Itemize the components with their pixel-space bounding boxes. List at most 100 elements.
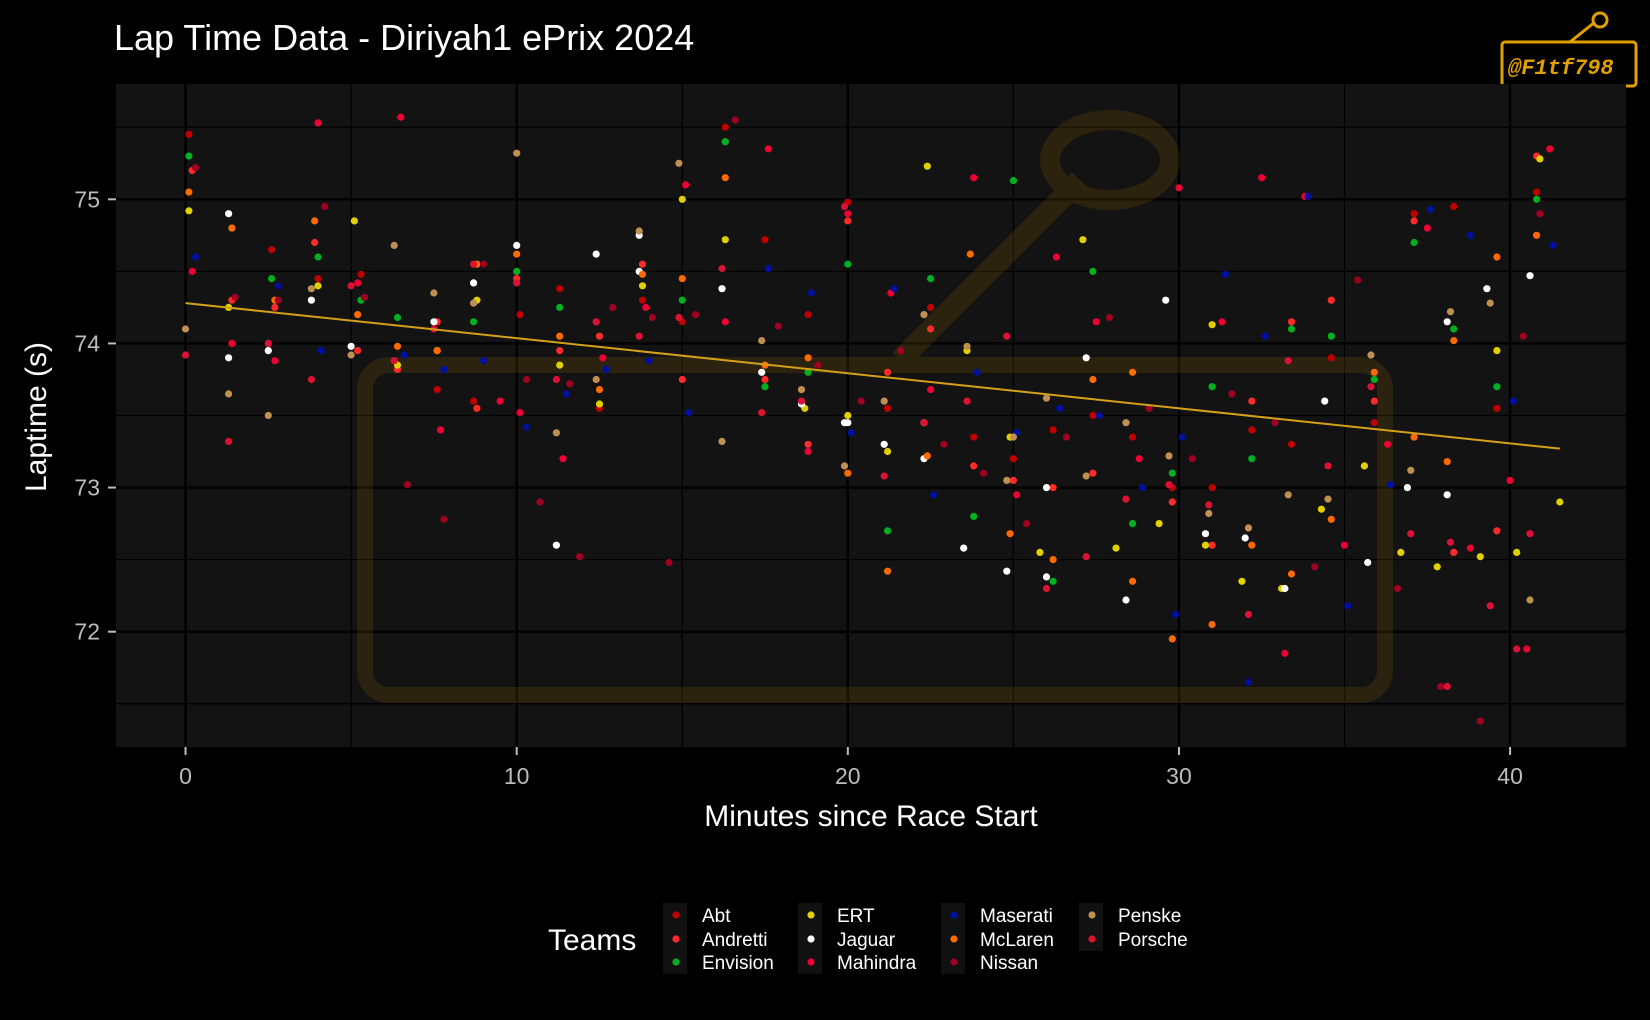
legend-item-maserati: Maserati <box>941 903 1053 927</box>
data-point <box>602 365 610 373</box>
data-point <box>1446 308 1455 316</box>
data-point <box>638 260 647 268</box>
data-point <box>516 311 524 319</box>
data-point <box>1284 491 1292 499</box>
data-point <box>1443 318 1451 326</box>
data-point <box>923 452 931 460</box>
data-point <box>1410 210 1418 218</box>
data-point <box>403 481 411 489</box>
data-point <box>1036 548 1044 557</box>
data-point <box>884 567 892 575</box>
data-point <box>390 241 398 249</box>
data-point <box>1138 484 1147 492</box>
data-point <box>1446 538 1455 546</box>
data-point <box>274 296 282 304</box>
data-point <box>552 541 561 549</box>
data-point <box>390 357 398 365</box>
data-point <box>884 404 892 412</box>
data-point <box>185 207 193 215</box>
data-point <box>797 397 806 405</box>
data-point <box>513 267 521 275</box>
data-point <box>721 123 729 131</box>
data-point <box>1105 313 1113 322</box>
data-point <box>470 318 478 326</box>
data-point <box>347 342 355 350</box>
data-point <box>225 437 233 445</box>
data-point <box>609 303 617 311</box>
data-point <box>1450 325 1458 333</box>
data-point <box>1486 299 1494 307</box>
data-point <box>1003 567 1011 575</box>
y-tick-label: 72 <box>74 619 100 645</box>
data-point <box>1261 332 1269 340</box>
data-point <box>1327 296 1335 304</box>
data-point <box>1168 635 1176 643</box>
data-point <box>804 368 812 376</box>
data-point <box>1248 455 1256 463</box>
legend-marker <box>672 935 680 943</box>
legend-item-mahindra: Mahindra <box>798 950 917 974</box>
data-point <box>973 368 981 376</box>
data-point <box>307 285 315 293</box>
data-point <box>691 311 700 319</box>
data-point <box>562 390 571 398</box>
data-point <box>635 332 643 340</box>
data-point <box>576 553 584 561</box>
data-point <box>970 512 978 521</box>
data-point <box>927 386 935 394</box>
data-point <box>1042 484 1051 492</box>
data-point <box>1393 584 1402 593</box>
data-point <box>678 296 686 304</box>
data-point <box>595 332 604 340</box>
data-point <box>321 202 329 211</box>
data-point <box>1493 253 1501 261</box>
data-point <box>1526 272 1534 280</box>
data-point <box>804 447 812 456</box>
data-point <box>1052 253 1060 261</box>
data-point <box>556 332 564 340</box>
data-point <box>1407 530 1415 538</box>
data-point <box>1403 484 1411 492</box>
data-point <box>847 429 855 437</box>
data-point <box>1165 452 1173 460</box>
data-point <box>1122 419 1130 427</box>
data-point <box>1506 476 1514 484</box>
data-point <box>638 296 647 304</box>
data-point <box>314 282 322 290</box>
x-axis-title: Minutes since Race Start <box>704 800 1038 833</box>
trend-line <box>185 302 1560 450</box>
series-porsche <box>181 202 1534 691</box>
data-point <box>347 351 355 359</box>
data-point <box>513 279 521 287</box>
data-point <box>268 275 276 283</box>
data-point <box>1244 524 1253 532</box>
data-point <box>884 368 892 376</box>
data-point <box>638 282 647 290</box>
data-point <box>897 347 905 355</box>
data-point <box>231 293 239 301</box>
data-point <box>556 285 564 293</box>
data-point <box>645 357 653 365</box>
data-point <box>1549 241 1557 249</box>
data-point <box>1049 556 1057 564</box>
data-point <box>1327 332 1335 340</box>
data-point <box>1443 682 1451 691</box>
data-point <box>1201 530 1210 538</box>
data-point <box>880 397 888 405</box>
data-point <box>360 293 368 301</box>
data-point <box>1009 177 1018 185</box>
data-point <box>1397 548 1405 557</box>
data-point <box>774 322 782 330</box>
data-point <box>1423 224 1431 232</box>
data-point <box>1513 548 1521 557</box>
data-point <box>1089 411 1097 420</box>
x-tick-label: 0 <box>179 763 192 789</box>
data-point <box>185 152 193 160</box>
data-point <box>1536 210 1544 218</box>
data-point <box>559 455 567 463</box>
data-point <box>430 289 438 297</box>
data-point <box>393 313 402 322</box>
data-point <box>648 313 657 322</box>
data-point <box>1476 717 1484 725</box>
